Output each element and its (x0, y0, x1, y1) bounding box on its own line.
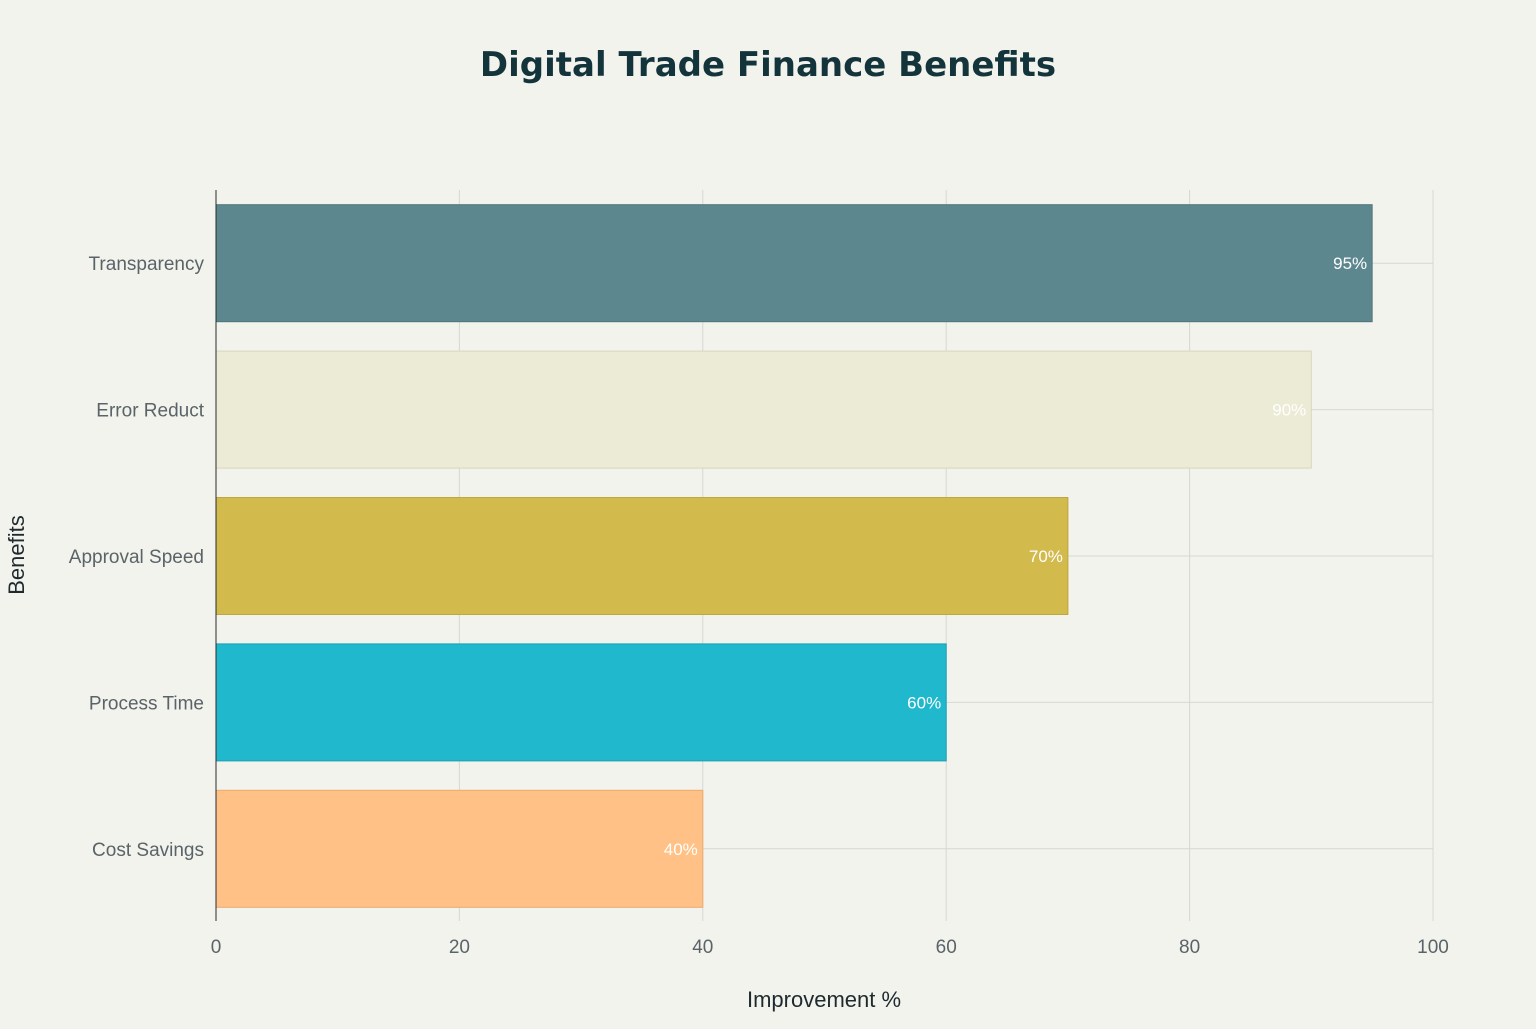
y-tick-label: Error Reduct (96, 401, 204, 422)
y-tick-label: Approval Speed (69, 547, 204, 568)
data-labels: 95% 90% 70% 60% 40% (664, 254, 1367, 859)
bar-value-label: 70% (1029, 547, 1063, 566)
x-tick-label: 0 (211, 937, 222, 958)
y-axis-title: Benefits (4, 515, 29, 595)
bar-transparency[interactable] (215, 204, 1373, 323)
x-tick-label: 20 (449, 937, 470, 958)
x-tick-label: 60 (936, 937, 957, 958)
bar-value-label: 60% (907, 693, 941, 712)
x-tick-label: 100 (1417, 937, 1449, 958)
bar-approval-speed[interactable] (215, 497, 1069, 615)
y-tick-label: Transparency (89, 254, 205, 275)
bar-cost-savings[interactable] (215, 789, 704, 908)
bar-value-label: 95% (1333, 254, 1367, 273)
bars (215, 204, 1373, 908)
chart-title: Digital Trade Finance Benefits (480, 45, 1056, 85)
y-tick-label: Cost Savings (92, 840, 204, 861)
x-tick-label: 40 (692, 937, 713, 958)
y-tick-label: Process Time (89, 693, 204, 714)
bar-error-reduct[interactable] (215, 350, 1312, 469)
bar-value-label: 90% (1272, 401, 1306, 420)
x-tick-label: 80 (1179, 937, 1200, 958)
axes: 0 20 40 60 80 100 Transparency Error Reduct Appr… (69, 190, 1449, 958)
x-axis-title: Improvement % (747, 987, 901, 1012)
bar-process-time[interactable] (215, 643, 947, 762)
bar-value-label: 40% (664, 840, 698, 859)
